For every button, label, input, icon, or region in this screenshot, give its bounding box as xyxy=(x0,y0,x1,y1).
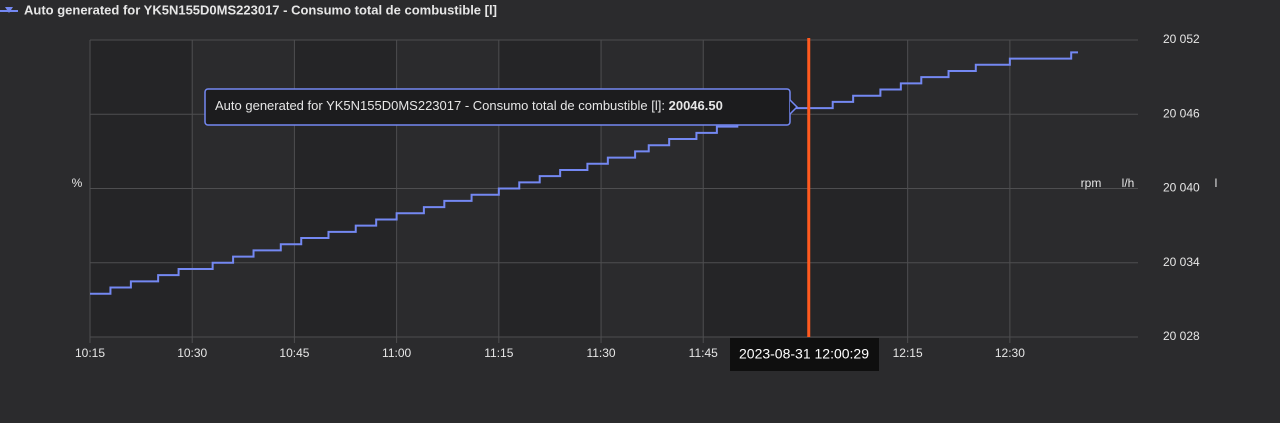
legend[interactable]: Auto generated for YK5N155D0MS223017 - C… xyxy=(0,2,497,17)
y-tick-label: 20 046 xyxy=(1163,106,1200,120)
tooltip-pointer xyxy=(789,99,799,115)
tooltip: Auto generated for YK5N155D0MS223017 - C… xyxy=(204,88,799,126)
series-line xyxy=(90,51,1078,295)
x-tick-label: 10:30 xyxy=(177,346,207,360)
x-tick-label: 11:30 xyxy=(586,346,615,360)
x-tick-label: 10:45 xyxy=(279,346,309,360)
cursor-label: 2023-08-31 12:00:29 xyxy=(730,338,879,371)
tooltip-text: Auto generated for YK5N155D0MS223017 - C… xyxy=(215,98,723,113)
x-tick-label: 12:30 xyxy=(995,346,1025,360)
legend-marker xyxy=(5,7,13,13)
tooltip-label: Auto generated for YK5N155D0MS223017 - C… xyxy=(215,98,665,113)
series-layer xyxy=(90,51,1078,295)
y-tick-label: 20 040 xyxy=(1163,181,1200,195)
cursor-label-box xyxy=(730,338,879,371)
axis-unit: l/h xyxy=(1122,176,1135,190)
legend-label[interactable]: Auto generated for YK5N155D0MS223017 - C… xyxy=(24,2,497,17)
tooltip-value: 20046.50 xyxy=(669,98,723,113)
y-tick-label: 20 034 xyxy=(1163,255,1200,269)
y-tick-label: 20 052 xyxy=(1163,32,1200,46)
axis-unit: rpm xyxy=(1081,176,1102,190)
cursor-label-text: 2023-08-31 12:00:29 xyxy=(739,346,869,362)
x-tick-label: 12:15 xyxy=(893,346,923,360)
x-tick-label: 11:45 xyxy=(689,346,718,360)
axis-unit: % xyxy=(72,176,83,190)
x-tick-label: 10:15 xyxy=(75,346,105,360)
y-tick-label: 20 028 xyxy=(1163,329,1200,343)
x-tick-label: 11:15 xyxy=(484,346,513,360)
x-tick-label: 11:00 xyxy=(382,346,411,360)
axis-unit: l xyxy=(1215,176,1218,190)
